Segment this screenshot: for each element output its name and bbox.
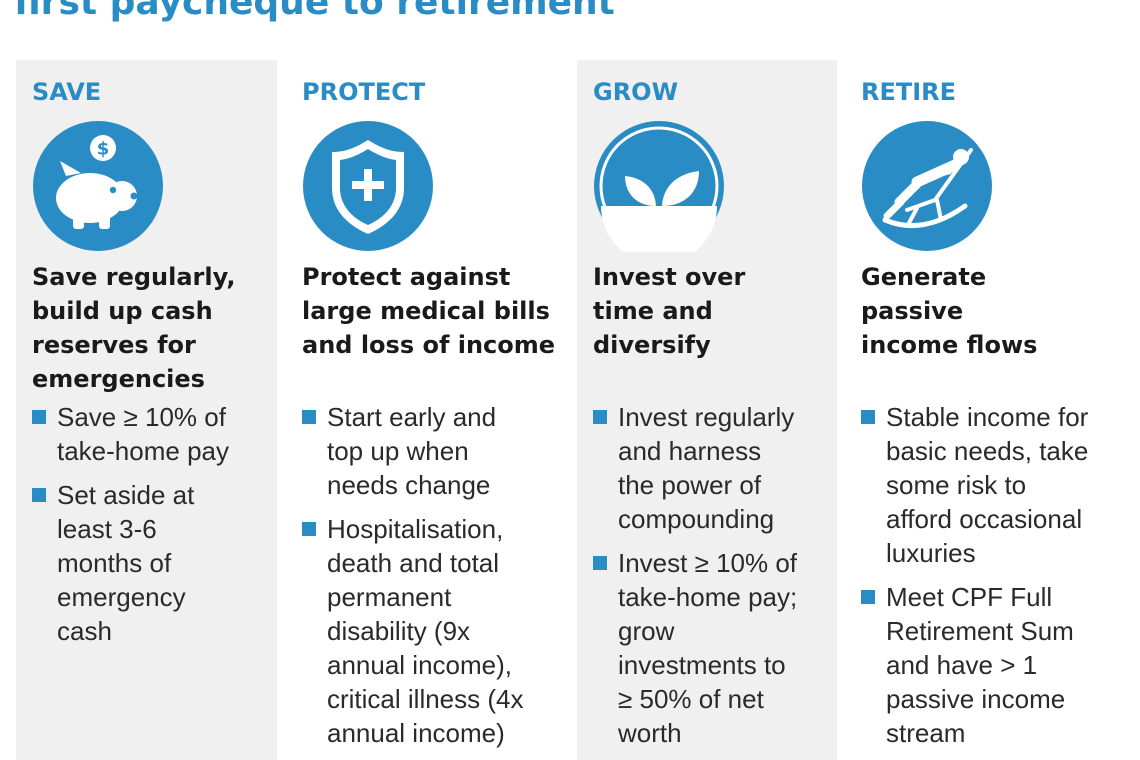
retire-bullet-list: Stable income for basic needs, take some… xyxy=(861,400,1136,760)
list-item: Stable income for basic needs, take some… xyxy=(861,400,1136,570)
svg-text:$: $ xyxy=(97,139,110,160)
list-item: Invest regularly and harness the power o… xyxy=(593,400,833,536)
column-subheading-save: Save regularly, build up cash reserves f… xyxy=(32,263,236,393)
bullet-square-icon xyxy=(593,556,607,570)
save-column: SAVE $ Save regularly, build up cash res… xyxy=(16,60,277,760)
column-heading-grow: GROW xyxy=(593,78,679,106)
list-item: Set aside at least 3-6 months of emergen… xyxy=(32,478,273,648)
column-subheading-grow: Invest over time and diversify xyxy=(593,263,746,359)
bullet-square-icon xyxy=(593,410,607,424)
bullet-square-icon xyxy=(302,522,316,536)
sprout-icon xyxy=(593,120,725,252)
protect-column: PROTECT Protect against large medical bi… xyxy=(286,60,562,760)
column-heading-save: SAVE xyxy=(32,78,102,106)
bullet-square-icon xyxy=(32,410,46,424)
page-title: first paycheque to retirement xyxy=(14,0,615,23)
list-item: Start early and top up when needs change xyxy=(302,400,558,502)
shield-icon xyxy=(302,120,434,252)
bullet-square-icon xyxy=(861,410,875,424)
list-item: Meet CPF Full Retirement Sum and have > … xyxy=(861,580,1136,750)
grow-bullet-list: Invest regularly and harness the power o… xyxy=(593,400,833,760)
piggy-bank-icon: $ xyxy=(32,120,164,252)
list-item: Hospitalisation, death and total permane… xyxy=(302,512,558,750)
rocking-chair-icon xyxy=(861,120,993,252)
list-item: Save ≥ 10% of take-home pay xyxy=(32,400,273,468)
bullet-square-icon xyxy=(861,590,875,604)
column-subheading-retire: Generate passive income flows xyxy=(861,263,1038,359)
list-item: Invest ≥ 10% of take-home pay; grow inve… xyxy=(593,546,833,750)
grow-column: GROW Invest over time and diversify Inve… xyxy=(577,60,837,760)
retire-column: RETIRE Generate passive income flows Sta… xyxy=(845,60,1140,760)
bullet-square-icon xyxy=(302,410,316,424)
save-bullet-list: Save ≥ 10% of take-home pay Set aside at… xyxy=(32,400,273,658)
column-heading-retire: RETIRE xyxy=(861,78,957,106)
column-subheading-protect: Protect against large medical bills and … xyxy=(302,263,556,359)
bullet-square-icon xyxy=(32,488,46,502)
column-heading-protect: PROTECT xyxy=(302,78,426,106)
protect-bullet-list: Start early and top up when needs change… xyxy=(302,400,558,760)
